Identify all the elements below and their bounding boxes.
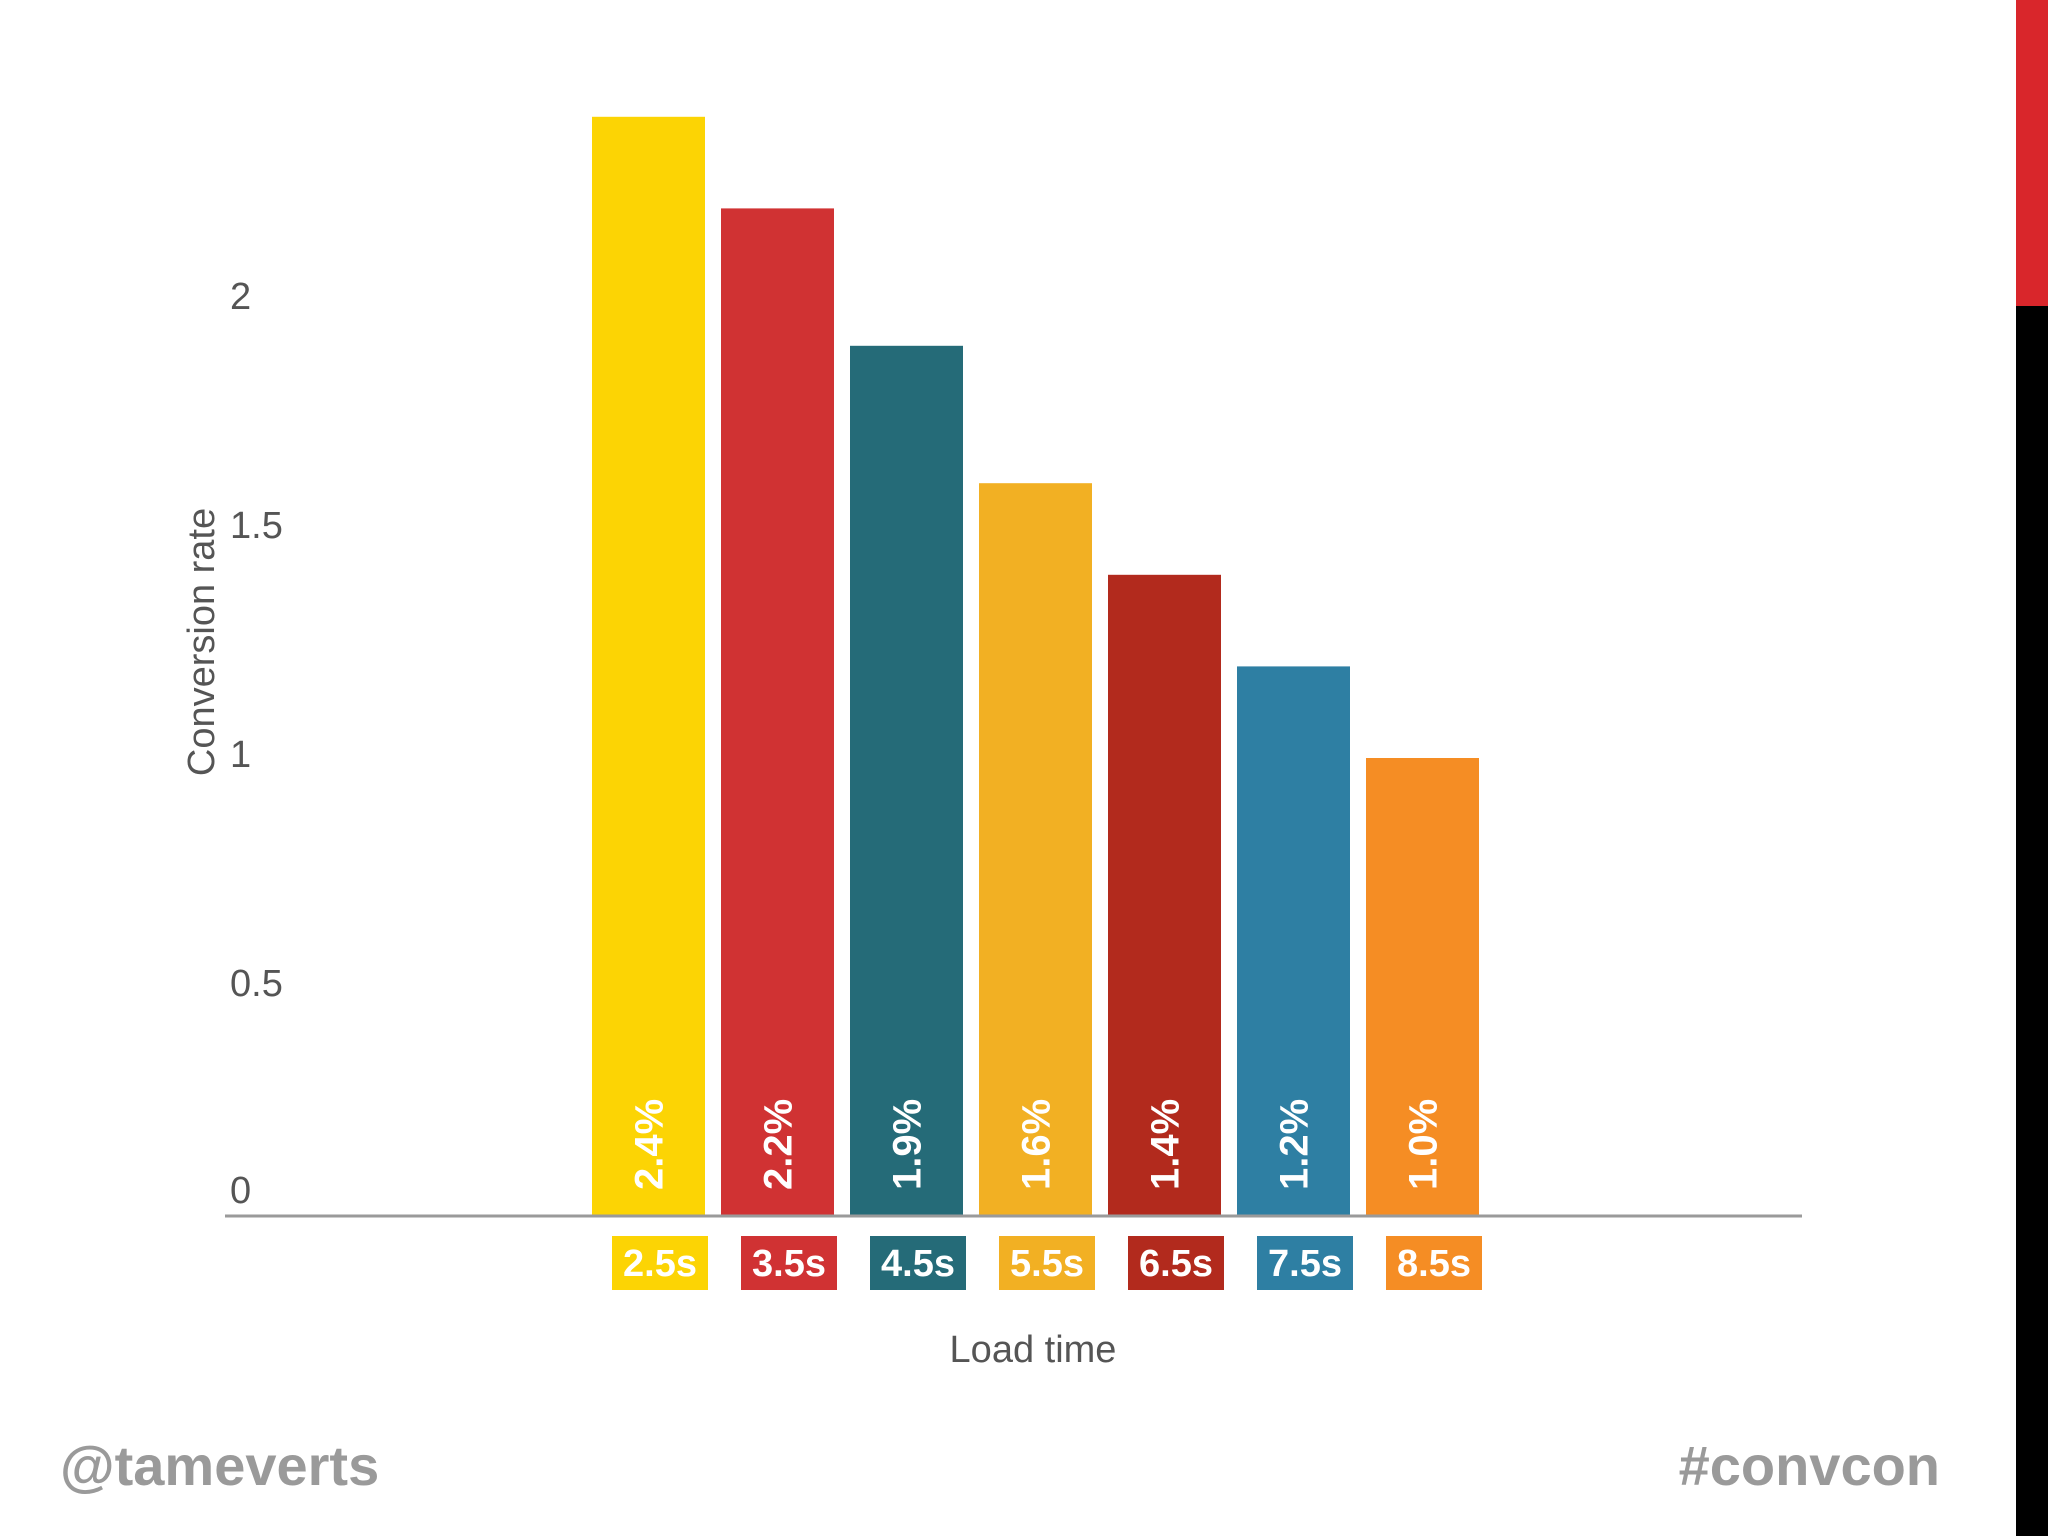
x-tick-label: 8.5s (1397, 1243, 1471, 1285)
bar-value-label: 1.2% (1273, 1099, 1317, 1190)
x-tick-box (1386, 1236, 1482, 1290)
x-tick-box (612, 1236, 708, 1290)
x-tick-label: 5.5s (1010, 1243, 1084, 1285)
bar (1366, 758, 1479, 1216)
accent-bar-red (2016, 0, 2048, 306)
bars: 2.4% 2.2% 1.9% 1.6% 1.4% 1.2% 1.0% (592, 116, 1479, 1216)
x-axis-category-labels: 2.5s 3.5s 4.5s 5.5s 6.5s 7.5s 8.5s (612, 1236, 1482, 1290)
bar-value-label: 1.0% (1402, 1099, 1446, 1190)
bar-value-label: 1.4% (1144, 1099, 1188, 1190)
y-tick-label: 1 (230, 734, 251, 776)
y-tick-label: 0 (230, 1170, 251, 1212)
x-tick-label: 7.5s (1268, 1243, 1342, 1285)
x-tick-label: 2.5s (623, 1243, 697, 1285)
bar-value-label: 1.6% (1015, 1099, 1059, 1190)
bar (592, 116, 705, 1216)
bar (979, 483, 1092, 1216)
bar (850, 345, 963, 1216)
x-tick-box (1128, 1236, 1224, 1290)
bar (721, 208, 834, 1216)
x-tick-box (1257, 1236, 1353, 1290)
bar-value-label: 2.2% (757, 1099, 801, 1190)
x-tick-label: 3.5s (752, 1243, 826, 1285)
bar-value-label: 1.9% (886, 1099, 930, 1190)
x-tick-box (999, 1236, 1095, 1290)
bar (1108, 574, 1221, 1216)
x-tick-label: 4.5s (881, 1243, 955, 1285)
accent-bar-black (2016, 306, 2048, 1536)
x-tick-box (870, 1236, 966, 1290)
x-tick-box (741, 1236, 837, 1290)
bar (1237, 666, 1350, 1216)
y-tick-label: 0.5 (230, 963, 283, 1005)
bar-value-label: 2.4% (628, 1099, 672, 1190)
y-tick-label: 2 (230, 276, 251, 318)
footer-handle: @tameverts (60, 1434, 380, 1497)
y-axis-title: Conversion rate (181, 508, 223, 776)
y-tick-label: 1.5 (230, 505, 283, 547)
y-axis-ticks: 0 0.5 1 1.5 2 (230, 276, 283, 1212)
footer-hashtag: #convcon (1678, 1434, 1940, 1497)
x-tick-label: 6.5s (1139, 1243, 1213, 1285)
x-axis-title: Load time (950, 1329, 1117, 1371)
